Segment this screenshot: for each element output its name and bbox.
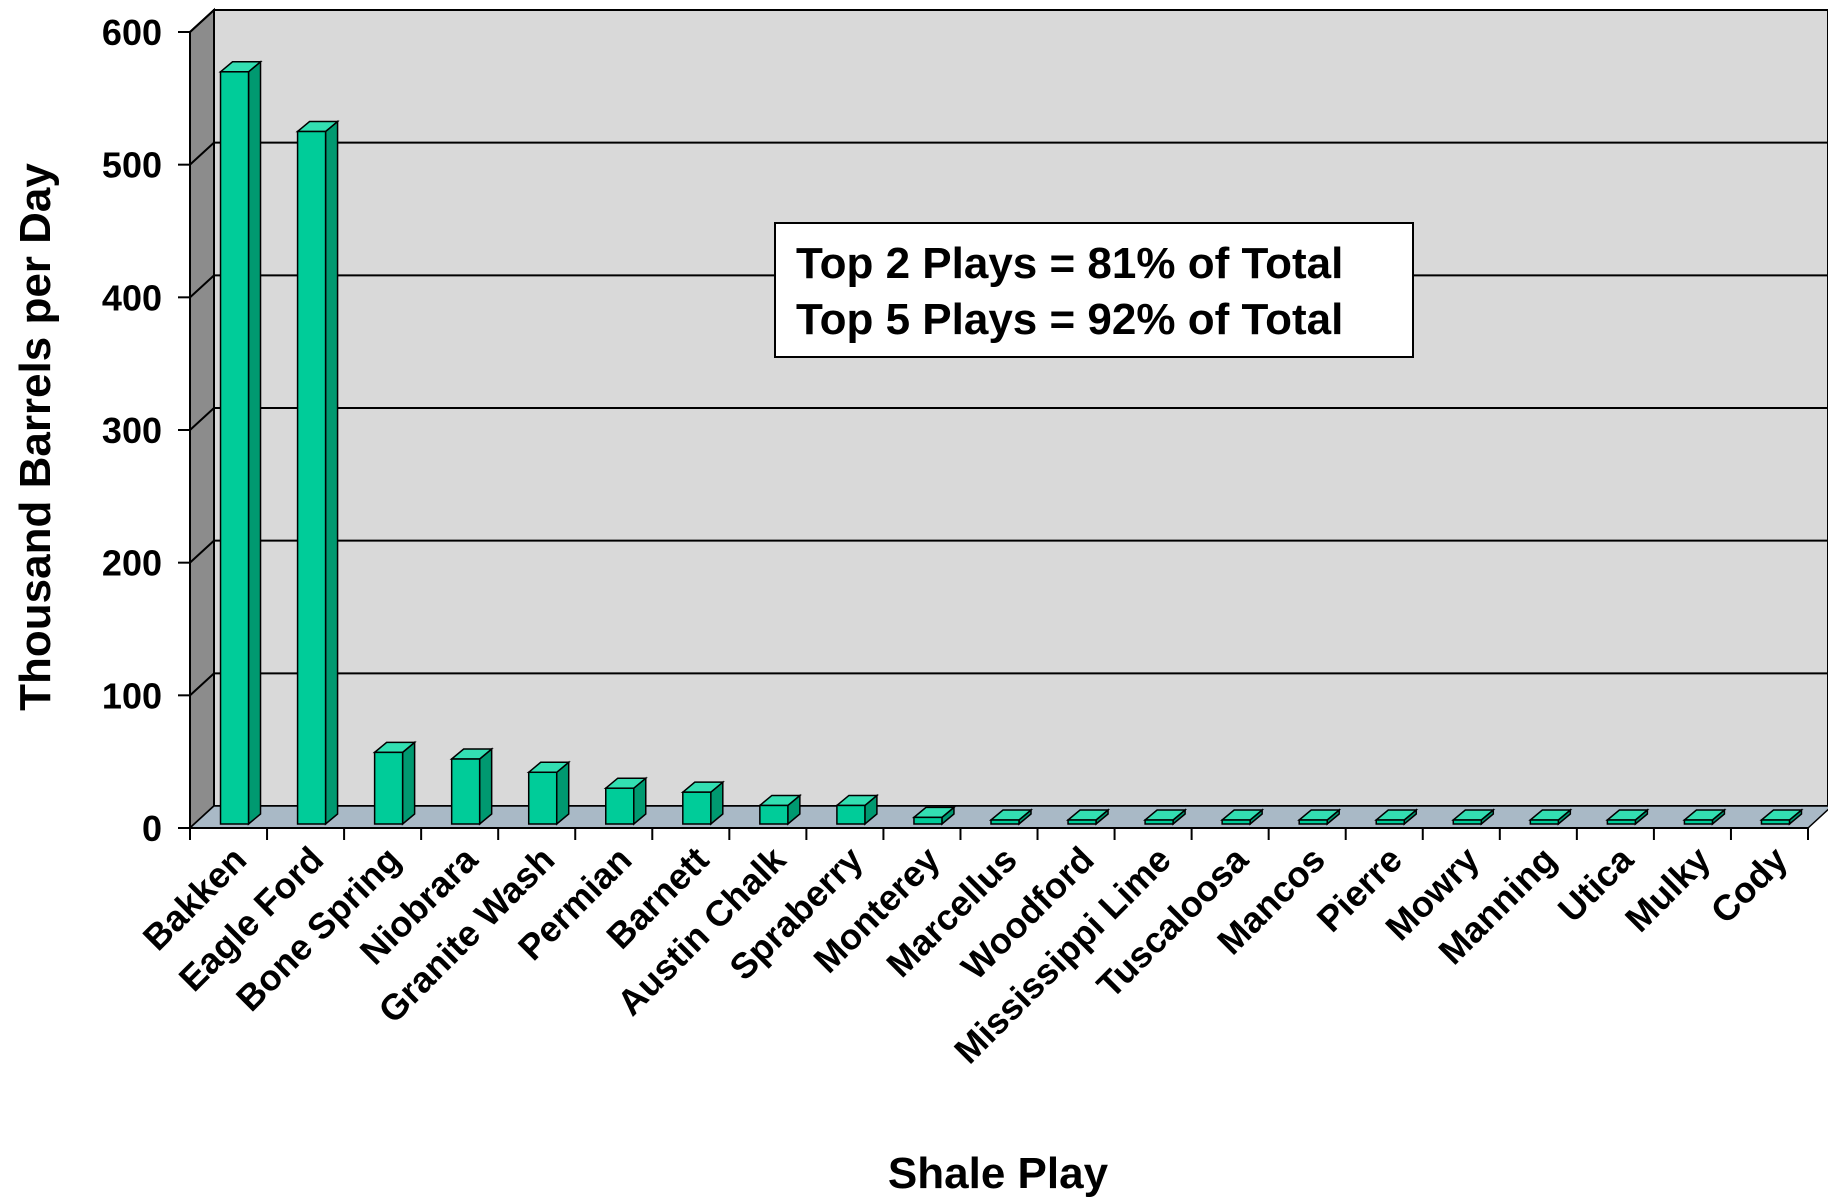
bar [1605, 808, 1650, 826]
annotation-line-1: Top 2 Plays = 81% of Total [796, 239, 1344, 288]
bar-front [682, 791, 712, 825]
y-tick-label: 500 [102, 145, 162, 186]
x-axis-title: Shale Play [888, 1149, 1109, 1198]
bar-front [836, 804, 866, 825]
bar [1297, 808, 1342, 826]
bar [1143, 808, 1188, 826]
bar-front [450, 758, 481, 825]
bar-front [1144, 819, 1174, 825]
bar-front [605, 787, 635, 825]
y-tick-label: 100 [102, 675, 162, 716]
bar [757, 793, 802, 826]
bar [834, 793, 879, 826]
bar-front [1452, 819, 1483, 825]
bar-side [324, 119, 339, 826]
bar-side [478, 747, 493, 826]
bar-front [1221, 819, 1251, 825]
gridline [189, 539, 1828, 564]
gridline [189, 141, 1828, 166]
x-tick-label: Cody [1703, 839, 1796, 932]
bar [1528, 808, 1573, 826]
bar [1759, 808, 1804, 826]
bar [988, 808, 1034, 826]
y-tick-label: 400 [102, 277, 162, 318]
bar-front [1529, 819, 1560, 825]
bar-front [373, 751, 404, 825]
bar-front [527, 771, 558, 825]
y-tick-label: 0 [142, 808, 162, 849]
bar-front [990, 819, 1020, 825]
annotation-line-2: Top 5 Plays = 92% of Total [796, 295, 1344, 344]
gridline [189, 9, 1828, 33]
bar [1682, 808, 1727, 826]
bar-front [759, 804, 789, 825]
bar-front [296, 130, 327, 825]
y-axis: 0 100 200 300 400 500 600 [102, 12, 191, 849]
y-tick-label: 600 [102, 12, 162, 53]
gridline [189, 672, 1828, 697]
bar-front [1683, 819, 1714, 825]
annotation-box: Top 2 Plays = 81% of Total Top 5 Plays =… [774, 222, 1414, 358]
bar-front [1375, 819, 1405, 825]
bar [218, 60, 263, 826]
bar [372, 740, 417, 826]
y-tick-label: 300 [102, 410, 162, 451]
bar-front [219, 71, 250, 825]
bars [218, 60, 1804, 826]
bar-side [401, 740, 416, 826]
bar [1451, 808, 1496, 826]
bar-side [247, 60, 262, 826]
y-axis-title: Thousand Barrels per Day [11, 163, 60, 711]
bar [526, 760, 571, 826]
bar [680, 780, 725, 826]
bar [1065, 808, 1111, 826]
bar-front [1760, 819, 1791, 825]
bar-front [1298, 819, 1328, 825]
bar-front [1606, 819, 1637, 825]
bar [449, 747, 494, 826]
x-tick-label: Mulky [1617, 839, 1718, 940]
bar [911, 805, 957, 826]
bar [1374, 808, 1419, 826]
bar-front [913, 816, 943, 825]
bar [603, 776, 648, 826]
y-tick-label: 200 [102, 543, 162, 584]
bar [295, 119, 340, 826]
gridline [189, 407, 1828, 431]
bar-front [1067, 819, 1097, 825]
bar [1220, 808, 1265, 826]
chart-walls [188, 7, 1828, 831]
